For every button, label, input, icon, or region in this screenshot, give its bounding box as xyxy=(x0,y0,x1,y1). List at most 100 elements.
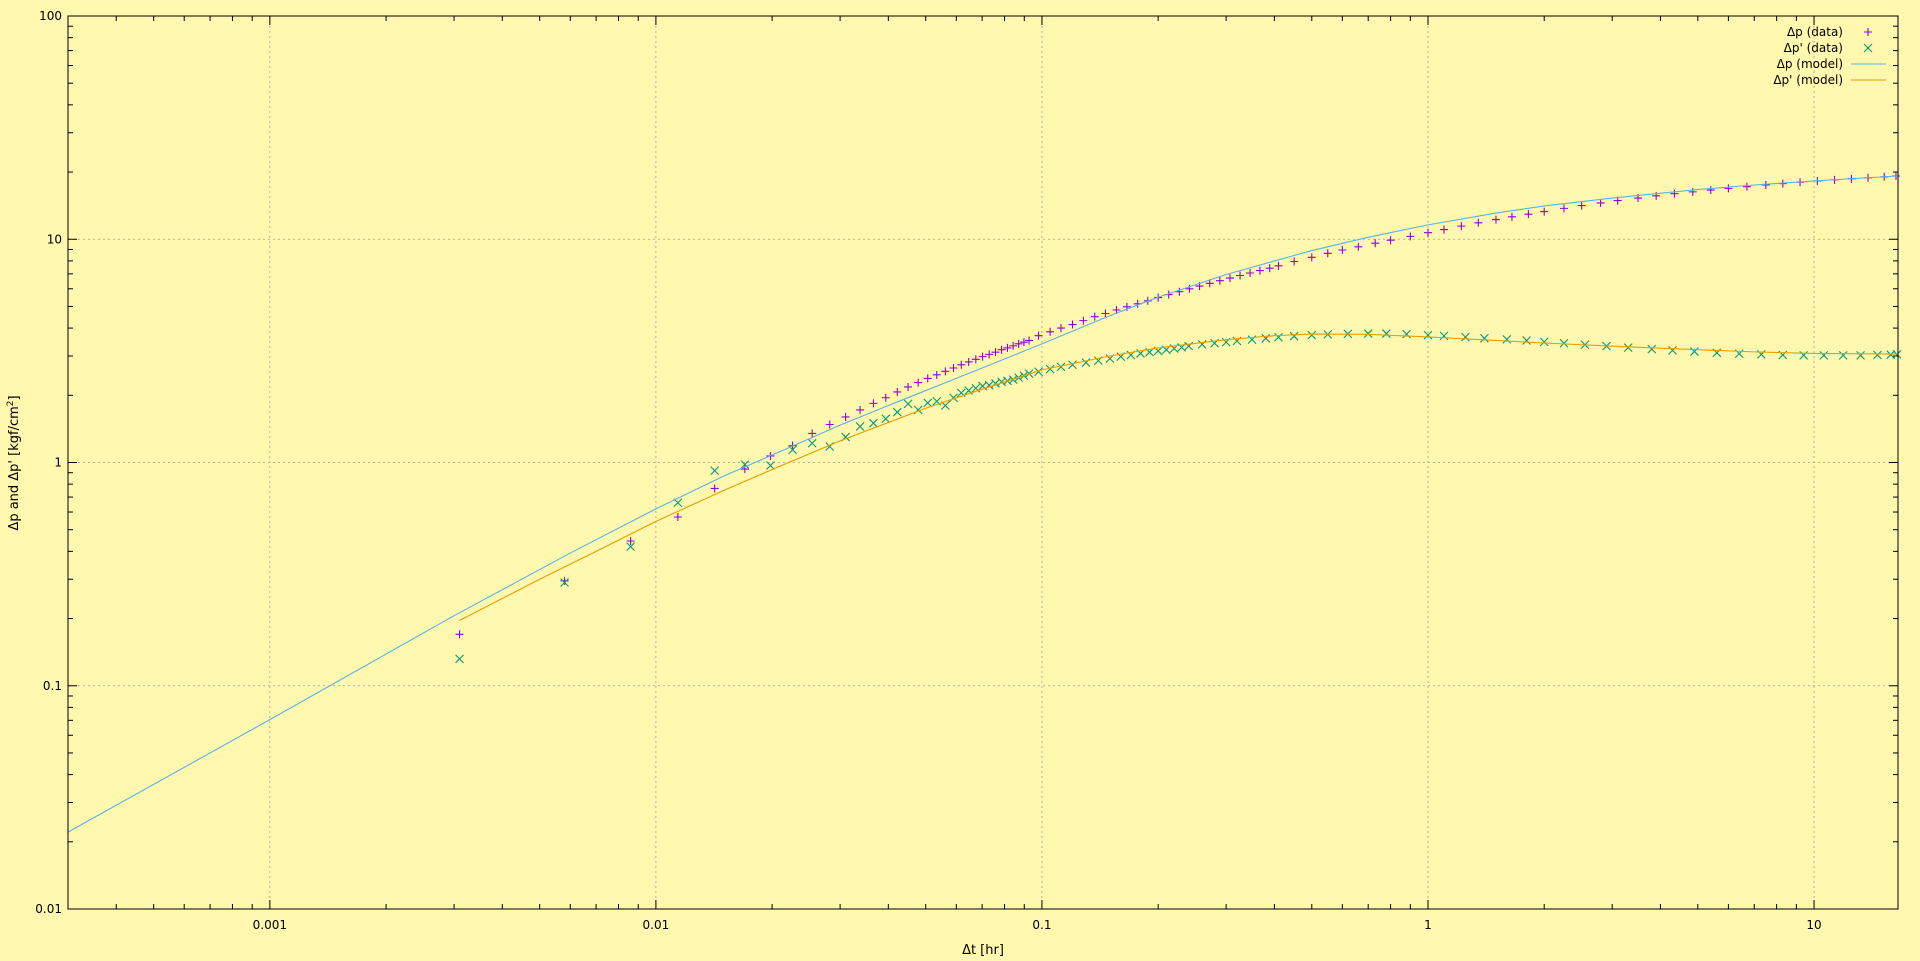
data-point xyxy=(1246,269,1255,278)
data-point xyxy=(1838,350,1848,360)
data-point xyxy=(904,382,913,391)
legend-sample-marker xyxy=(1863,43,1873,53)
data-point xyxy=(991,348,1000,357)
data-point xyxy=(560,578,569,587)
data-point xyxy=(1274,261,1283,270)
data-point xyxy=(1034,367,1043,377)
data-point xyxy=(1474,218,1483,227)
data-point xyxy=(869,418,878,428)
data-point xyxy=(978,352,987,361)
y-tick-label: 10 xyxy=(47,232,62,246)
data-point xyxy=(1371,239,1380,248)
y-tick-label: 1 xyxy=(54,456,62,470)
data-point xyxy=(923,398,933,408)
data-point xyxy=(1381,329,1391,338)
data-point xyxy=(1034,331,1043,340)
data-point xyxy=(1255,266,1264,275)
data-point xyxy=(1307,330,1317,340)
data-point xyxy=(1101,309,1110,318)
data-point xyxy=(1559,204,1568,213)
data-point xyxy=(455,654,464,664)
data-point xyxy=(1323,249,1332,258)
data-point xyxy=(1507,212,1516,221)
data-point xyxy=(807,438,817,448)
minor-ticks xyxy=(67,16,1898,909)
data-point xyxy=(1386,236,1395,245)
data-point xyxy=(1056,362,1066,372)
data-point xyxy=(1003,343,1012,352)
plot-frame xyxy=(67,15,1899,910)
x-tick-label: 0.1 xyxy=(1032,918,1051,932)
data-point xyxy=(949,364,958,373)
x-tick-label: 1 xyxy=(1424,918,1432,932)
data-point xyxy=(1724,184,1733,193)
series-3 xyxy=(459,333,1899,621)
data-point xyxy=(932,370,941,379)
data-point xyxy=(841,412,850,421)
x-tick-label: 10 xyxy=(1806,918,1821,932)
data-point xyxy=(1019,338,1028,347)
series-2 xyxy=(67,175,1899,833)
x-tick-label: 0.01 xyxy=(643,918,670,932)
data-point xyxy=(1502,335,1512,344)
legend-label: Δp' (data) xyxy=(1784,41,1843,55)
x-tick-label: 0.001 xyxy=(253,918,287,932)
data-point xyxy=(740,460,750,469)
data-point xyxy=(825,420,834,429)
data-point xyxy=(1045,364,1055,374)
y-axis-label-main: Δp and Δp' [kgf/cm xyxy=(7,406,22,530)
data-point xyxy=(1742,182,1751,191)
y-tick-label: 0.1 xyxy=(43,679,62,693)
data-point xyxy=(914,378,923,387)
data-point xyxy=(1402,329,1411,339)
series-layer xyxy=(67,172,1902,833)
data-point xyxy=(1623,343,1633,353)
data-point xyxy=(869,399,878,408)
data-point xyxy=(881,414,891,424)
data-point xyxy=(1274,332,1283,342)
y-axis-label-tail: ] xyxy=(7,395,22,400)
data-point xyxy=(893,387,902,396)
data-point xyxy=(1688,187,1697,196)
x-tick-labels: 0.001 0.01 0.1 1 10 xyxy=(253,918,1822,932)
data-point xyxy=(766,461,775,470)
data-point xyxy=(923,374,932,383)
data-point xyxy=(626,542,636,551)
data-point xyxy=(710,484,719,493)
data-point xyxy=(1577,201,1586,210)
data-point xyxy=(1068,360,1077,370)
data-point xyxy=(892,407,902,417)
data-point xyxy=(1457,222,1466,231)
data-point xyxy=(1009,341,1018,350)
data-point xyxy=(881,393,890,402)
data-point xyxy=(1423,330,1433,340)
data-point xyxy=(1706,186,1715,195)
data-point xyxy=(1856,350,1865,360)
data-point xyxy=(1690,347,1699,356)
data-point xyxy=(673,513,682,522)
data-point xyxy=(1480,333,1489,343)
data-point xyxy=(1439,225,1448,234)
legend: Δp (data) Δp' (data) Δp (model) Δp' (model) xyxy=(1773,25,1886,87)
data-point xyxy=(1461,332,1470,342)
data-point xyxy=(1363,329,1373,338)
data-point xyxy=(1670,189,1679,198)
series-1 xyxy=(455,329,1902,664)
data-point xyxy=(941,367,950,376)
y-axis-label-superscript: 2 xyxy=(6,401,16,407)
legend-label: Δp' (model) xyxy=(1773,73,1843,87)
data-point xyxy=(710,466,720,475)
data-point xyxy=(1539,337,1549,347)
data-point xyxy=(1025,336,1034,345)
data-point xyxy=(1205,279,1214,288)
data-point xyxy=(626,537,635,546)
data-point xyxy=(1079,316,1088,325)
data-point xyxy=(1406,232,1415,241)
data-point xyxy=(1439,331,1449,341)
data-point xyxy=(856,405,865,414)
data-point xyxy=(1289,331,1299,341)
data-point xyxy=(1014,339,1023,348)
data-point xyxy=(1056,324,1065,333)
data-point xyxy=(957,360,966,369)
legend-label: Δp (model) xyxy=(1777,57,1843,71)
